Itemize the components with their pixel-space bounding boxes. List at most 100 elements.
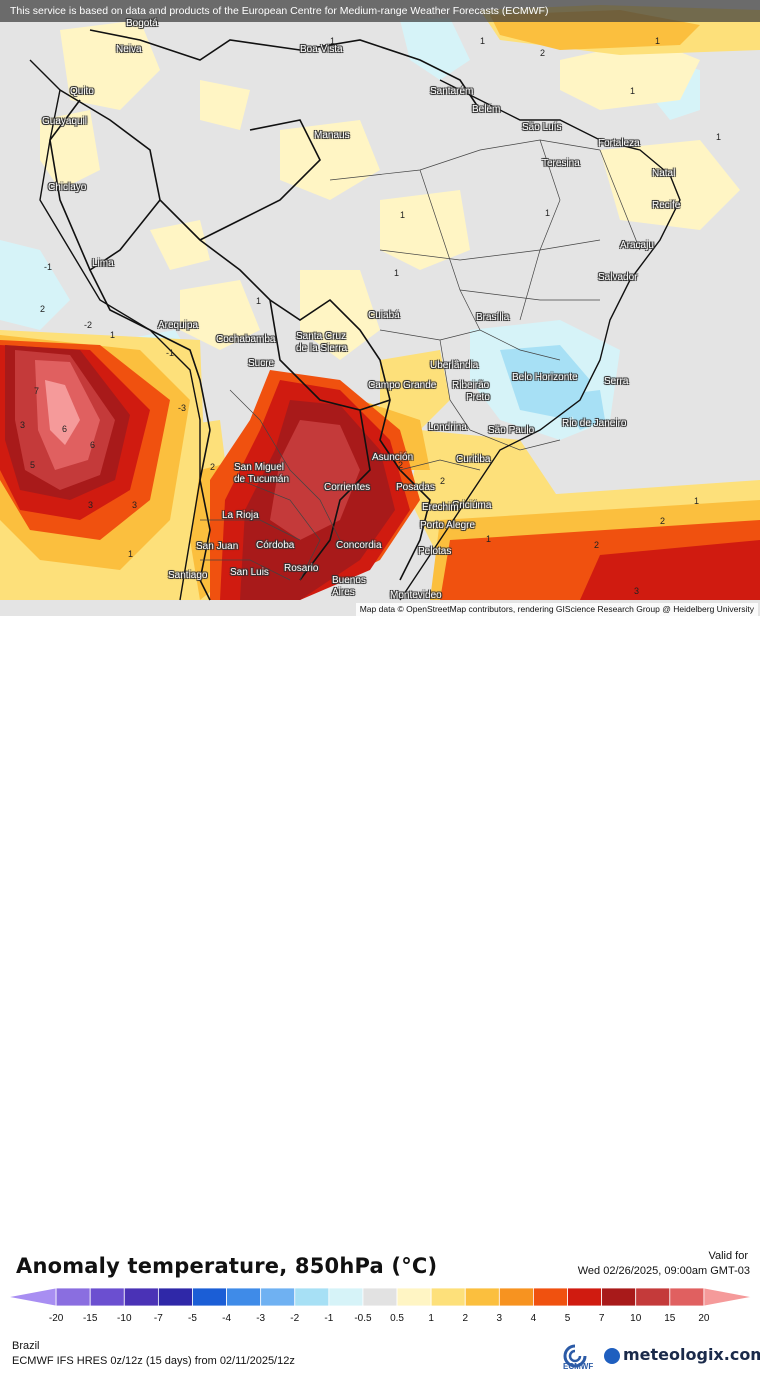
contour-label: 1: [480, 36, 486, 46]
city-label: Pelotas: [418, 546, 451, 557]
city-label: Arequipa: [158, 320, 198, 331]
colorbar-segment: [464, 1287, 500, 1307]
valid-for-label: Valid for: [708, 1250, 748, 1262]
city-label: Montevideo: [390, 590, 442, 601]
city-label: Londrina: [428, 422, 467, 433]
colorbar-segment: [7, 1287, 57, 1307]
city-name: Guayaquil: [42, 116, 88, 127]
city-label: Quito: [70, 86, 94, 97]
colorbar-tick-label: 15: [664, 1313, 676, 1324]
city-name: San Luis: [230, 567, 269, 578]
city-name: Santarém: [430, 86, 474, 97]
city-label: Buenos: [332, 575, 366, 586]
city-name: Brasília: [476, 312, 510, 323]
city-label: Brasília: [476, 312, 509, 323]
contour-label: 3: [20, 420, 26, 430]
contour-label: 3: [132, 500, 138, 510]
city-label: Ribeirão: [452, 380, 489, 391]
city-label: Belém: [472, 104, 500, 115]
colorbar-tick-label: -20: [48, 1313, 64, 1324]
city-name: Salvador: [598, 272, 638, 283]
city-label: São Paulo: [488, 425, 534, 436]
city-name: La Rioja: [222, 510, 259, 521]
colorbar-segment: [498, 1287, 534, 1307]
valid-time: Wed 02/26/2025, 09:00am GMT-03: [577, 1265, 750, 1277]
colorbar: [7, 1287, 753, 1307]
city-name: São Luís: [522, 122, 562, 133]
colorbar-segment: [601, 1287, 637, 1307]
contour-label: 1: [694, 496, 700, 506]
ecmwf-logo-text: ECMWF: [563, 1362, 594, 1371]
weather-map: This service is based on data and produc…: [0, 0, 760, 616]
city-name: Manaus: [314, 130, 350, 141]
city-name: Santa Cruz: [296, 331, 347, 342]
city-label: Santa Cruz: [296, 331, 346, 342]
contour-label: -1: [44, 262, 53, 272]
colorbar-tick-label: -1: [324, 1313, 334, 1324]
city-label: Rosario: [284, 563, 318, 574]
city-name: Cuiabá: [368, 310, 400, 321]
city-label: Santiago: [168, 570, 207, 581]
city-name: de la Sierra: [296, 343, 348, 354]
city-name: Rio de Janeiro: [562, 418, 627, 429]
contour-label: 2: [440, 476, 446, 486]
city-label: Aires: [332, 587, 355, 598]
city-label: de Tucumán: [234, 474, 289, 485]
contour-label: 3: [88, 500, 94, 510]
city-name: Córdoba: [256, 540, 295, 551]
city-label: São Luís: [522, 122, 561, 133]
colorbar-tick-label: -4: [222, 1313, 232, 1324]
region-label: Brazil: [12, 1340, 40, 1352]
colorbar-tick-label: -7: [153, 1313, 163, 1324]
city-name: São Paulo: [488, 425, 535, 436]
city-label: Concordia: [336, 540, 382, 551]
contour-label: 1: [110, 330, 116, 340]
colorbar-segment: [533, 1287, 568, 1307]
city-name: Londrina: [428, 422, 467, 433]
colorbar-tick-label: -2: [290, 1313, 300, 1324]
city-name: Teresina: [542, 158, 580, 169]
city-name: Corrientes: [324, 482, 371, 493]
colorbar-segment: [567, 1287, 603, 1307]
colorbar-segment: [294, 1287, 330, 1307]
model-run-label: ECMWF IFS HRES 0z/12z (15 days) from 02/…: [12, 1355, 295, 1367]
city-name: Fortaleza: [598, 138, 640, 149]
city-label: San Juan: [196, 541, 238, 552]
contour-label: 1: [400, 210, 406, 220]
city-name: Criciúma: [452, 500, 492, 511]
colorbar-segment: [123, 1287, 159, 1307]
city-label: de la Sierra: [296, 343, 347, 354]
map-attribution: Map data © OpenStreetMap contributors, r…: [355, 603, 758, 616]
city-label: Guayaquil: [42, 116, 87, 127]
colorbar-ticks: -20 -15 -10 -7 -5 -4 -3 -2 -1 -0.5 0.5 1 2 3 4 5 7 10 15 20: [0, 1313, 760, 1327]
colorbar-tick-label: 3: [496, 1313, 503, 1324]
colorbar-tick-label: -0.5: [354, 1313, 372, 1324]
contour-label: 1: [545, 208, 551, 218]
city-label: Neiva: [116, 44, 142, 55]
colorbar-tick-label: 7: [598, 1313, 605, 1324]
meteologix-logo-text: meteologix.com: [623, 1345, 760, 1364]
city-name: Curitiba: [456, 454, 491, 465]
contour-label: 1: [655, 36, 661, 46]
colorbar-segment: [430, 1287, 466, 1307]
contour-label: 6: [62, 424, 68, 434]
city-name: Montevideo: [390, 590, 442, 601]
city-name: Santiago: [168, 570, 208, 581]
city-name: Arequipa: [158, 320, 199, 331]
contour-label: 1: [486, 534, 492, 544]
colorbar-tick-label: -10: [117, 1313, 132, 1324]
meteologix-logo-icon: [604, 1348, 620, 1364]
city-label: Fortaleza: [598, 138, 640, 149]
colorbar-tick-label: 2: [462, 1313, 469, 1324]
city-label: Cochabamba: [216, 334, 275, 345]
city-label: Serra: [604, 376, 628, 387]
city-name: Asunción: [372, 452, 414, 463]
colorbar-segment: [635, 1287, 671, 1307]
city-name: Bogotá: [126, 18, 158, 29]
city-label: San Miguel: [234, 462, 284, 473]
city-label: Santarém: [430, 86, 473, 97]
colorbar-tick-label: -5: [188, 1313, 197, 1324]
city-label: Bogotá: [126, 18, 158, 29]
city-label: Córdoba: [256, 540, 294, 551]
city-label: Preto: [466, 392, 490, 403]
